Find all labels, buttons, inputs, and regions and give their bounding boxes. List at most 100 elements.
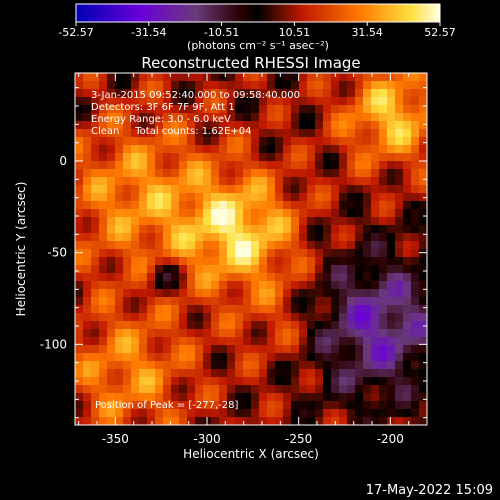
- heatmap-cell: [187, 121, 196, 130]
- heatmap-cell: [75, 321, 84, 330]
- heatmap-cell: [115, 185, 124, 194]
- heatmap-cell: [339, 185, 348, 194]
- heatmap-cell: [187, 201, 196, 210]
- heatmap-cell: [243, 273, 252, 282]
- heatmap-cell: [387, 265, 396, 274]
- heatmap-cell: [99, 337, 108, 346]
- heatmap-cell: [371, 345, 380, 354]
- heatmap-cell: [163, 409, 172, 418]
- heatmap-cell: [203, 321, 212, 330]
- heatmap-cell: [275, 145, 284, 154]
- heatmap-cell: [323, 361, 332, 370]
- heatmap-cell: [403, 321, 412, 330]
- heatmap-cell: [163, 225, 172, 234]
- heatmap-cell: [219, 385, 228, 394]
- heatmap-cell: [355, 113, 364, 122]
- heatmap-cell: [283, 313, 292, 322]
- heatmap-cell: [219, 177, 228, 186]
- heatmap-cell: [75, 353, 84, 362]
- heatmap-cell: [99, 185, 108, 194]
- heatmap-cell: [323, 401, 332, 410]
- heatmap-cell: [219, 249, 228, 258]
- heatmap-cell: [203, 225, 212, 234]
- heatmap-cell: [99, 209, 108, 218]
- heatmap-cell: [147, 153, 156, 162]
- heatmap-cell: [219, 297, 228, 306]
- heatmap-cell: [283, 273, 292, 282]
- heatmap-cell: [163, 321, 172, 330]
- heatmap-cell: [179, 185, 188, 194]
- heatmap-cell: [115, 249, 124, 258]
- heatmap-cell: [419, 225, 427, 234]
- heatmap-cell: [299, 393, 308, 402]
- heatmap-cell: [83, 233, 92, 242]
- heatmap-cell: [75, 393, 84, 402]
- heatmap-cell: [363, 313, 372, 322]
- heatmap-cell: [299, 273, 308, 282]
- heatmap-cell: [339, 249, 348, 258]
- heatmap-cell: [251, 369, 260, 378]
- heatmap-cell: [355, 265, 364, 274]
- heatmap-cell: [355, 73, 364, 82]
- heatmap-cell: [387, 273, 396, 282]
- heatmap-cell: [107, 401, 116, 410]
- heatmap-cell: [251, 129, 260, 138]
- heatmap-cell: [267, 353, 276, 362]
- heatmap-cell: [203, 313, 212, 322]
- heatmap-cell: [291, 313, 300, 322]
- heatmap-cell: [219, 409, 228, 418]
- heatmap-cell: [371, 305, 380, 314]
- heatmap-cell: [187, 193, 196, 202]
- heatmap-cell: [227, 417, 236, 425]
- heatmap-cell: [299, 241, 308, 250]
- heatmap-cell: [363, 145, 372, 154]
- heatmap-cell: [99, 393, 108, 402]
- heatmap-cell: [163, 185, 172, 194]
- heatmap-cell: [419, 177, 427, 186]
- heatmap-cell: [347, 121, 356, 130]
- heatmap-cell: [171, 281, 180, 290]
- heatmap-cell: [331, 105, 340, 114]
- heatmap-cell: [107, 169, 116, 178]
- heatmap-cell: [275, 281, 284, 290]
- heatmap-cell: [107, 281, 116, 290]
- heatmap-cell: [355, 97, 364, 106]
- heatmap-cell: [379, 249, 388, 258]
- heatmap-cell: [395, 417, 404, 425]
- heatmap-cell: [251, 385, 260, 394]
- heatmap-cell: [75, 105, 84, 114]
- heatmap-cell: [283, 329, 292, 338]
- heatmap-cell: [139, 337, 148, 346]
- heatmap-cell: [251, 193, 260, 202]
- heatmap-cell: [91, 233, 100, 242]
- heatmap-cell: [283, 89, 292, 98]
- heatmap-cell: [371, 409, 380, 418]
- heatmap-cell: [123, 337, 132, 346]
- heatmap-cell: [115, 217, 124, 226]
- heatmap-cell: [203, 105, 212, 114]
- heatmap-cell: [315, 273, 324, 282]
- heatmap-cell: [83, 81, 92, 90]
- heatmap-cell: [419, 113, 427, 122]
- heatmap-cell: [379, 217, 388, 226]
- heatmap-cell: [315, 105, 324, 114]
- heatmap-cell: [187, 209, 196, 218]
- heatmap-cell: [307, 73, 316, 82]
- heatmap-cell: [219, 193, 228, 202]
- heatmap-cell: [259, 337, 268, 346]
- heatmap-cell: [75, 257, 84, 266]
- heatmap-cell: [347, 249, 356, 258]
- heatmap-cell: [83, 153, 92, 162]
- heatmap-cell: [115, 353, 124, 362]
- heatmap-cell: [331, 273, 340, 282]
- heatmap-cell: [251, 145, 260, 154]
- heatmap-cell: [75, 417, 84, 425]
- heatmap-cell: [387, 161, 396, 170]
- heatmap-cell: [363, 217, 372, 226]
- heatmap-cell: [163, 201, 172, 210]
- heatmap-cell: [371, 241, 380, 250]
- heatmap-cell: [139, 249, 148, 258]
- heatmap-cell: [251, 225, 260, 234]
- heatmap-cell: [155, 81, 164, 90]
- heatmap-cell: [147, 305, 156, 314]
